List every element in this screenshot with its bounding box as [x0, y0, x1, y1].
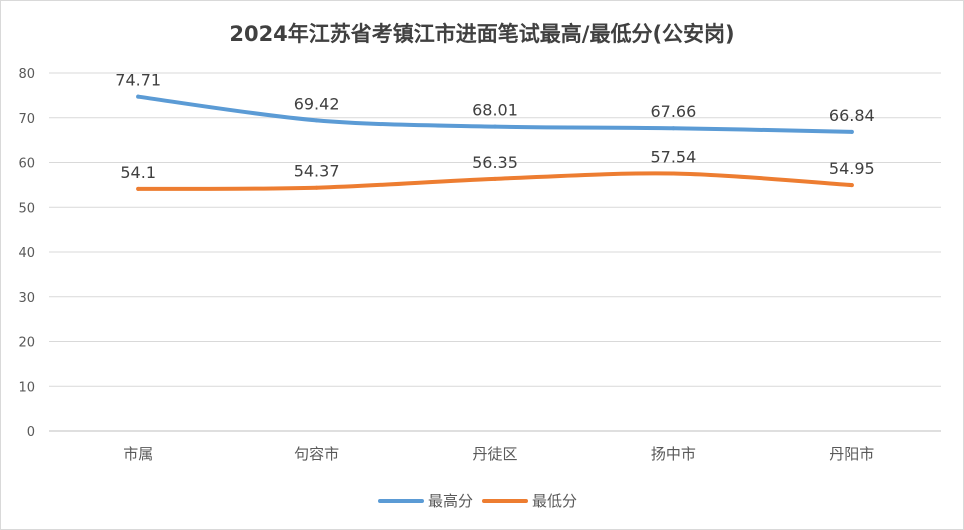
data-point: [136, 186, 141, 191]
data-point: [314, 185, 319, 190]
x-tick-label: 丹阳市: [829, 445, 874, 463]
data-point: [849, 129, 854, 134]
data-point: [671, 126, 676, 131]
y-tick-label: 20: [18, 336, 35, 351]
y-tick-label: 10: [18, 380, 35, 395]
data-label: 54.37: [294, 162, 340, 181]
y-tick-label: 50: [18, 201, 35, 216]
data-label: 67.66: [650, 102, 696, 121]
data-label: 74.71: [115, 71, 161, 90]
chart-title: 2024年江苏省考镇江市进面笔试最高/最低分(公安岗): [229, 22, 734, 46]
data-labels: 74.71 69.42 68.01 67.66 66.84 54.1 54.37 56.35 5…: [115, 71, 874, 182]
data-point: [849, 183, 854, 188]
series-lines: [136, 94, 854, 191]
data-label: 54.95: [829, 159, 875, 178]
data-label: 56.35: [472, 153, 518, 172]
data-point: [314, 118, 319, 123]
legend-label: 最低分: [532, 492, 577, 510]
data-point: [493, 124, 497, 129]
data-label: 54.1: [120, 163, 156, 182]
y-tick-label: 60: [18, 157, 35, 172]
y-tick-label: 40: [18, 246, 35, 261]
data-label: 68.01: [472, 101, 518, 120]
data-label: 66.84: [829, 106, 875, 125]
x-tick-label: 扬中市: [651, 445, 696, 463]
x-axis: 市属 句容市 丹徒区 扬中市 丹阳市: [123, 445, 874, 463]
data-point: [136, 94, 141, 99]
y-tick-label: 0: [27, 425, 35, 440]
data-label: 57.54: [650, 148, 696, 167]
data-point: [671, 171, 676, 176]
y-tick-label: 80: [18, 67, 35, 82]
x-tick-label: 句容市: [294, 445, 339, 463]
y-tick-label: 70: [18, 112, 35, 127]
x-tick-label: 丹徒区: [472, 445, 517, 463]
x-tick-label: 市属: [123, 445, 153, 463]
y-tick-label: 30: [18, 291, 35, 306]
data-label: 69.42: [294, 94, 340, 113]
gridlines: [49, 72, 941, 432]
legend-label: 最高分: [428, 492, 473, 510]
y-axis: 0 10 20 30 40 50 60 70 80: [18, 67, 35, 440]
series-line-min: [136, 171, 854, 191]
data-point: [493, 176, 497, 181]
legend: 最高分 最低分: [378, 492, 577, 510]
